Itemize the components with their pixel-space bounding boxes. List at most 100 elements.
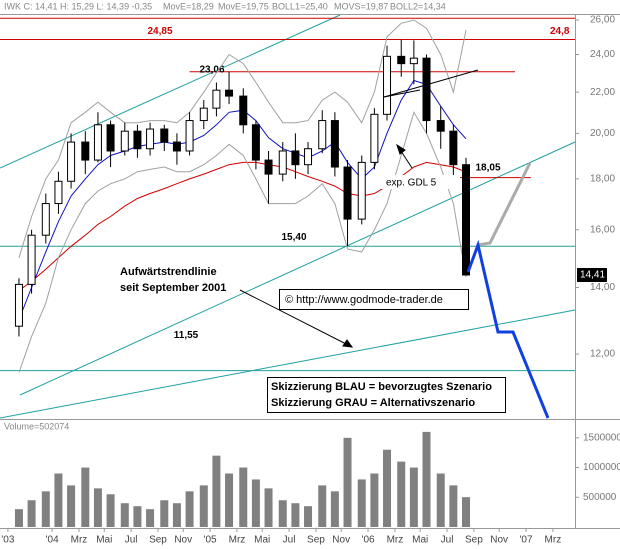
candle-body xyxy=(251,124,260,161)
last-price-box xyxy=(577,267,607,282)
bar xyxy=(436,473,445,527)
candle-body xyxy=(239,95,248,126)
candle-body xyxy=(27,234,36,285)
candle-body xyxy=(278,150,287,175)
bar xyxy=(330,491,339,527)
x-tick-label: Sep xyxy=(307,535,325,546)
candle-body xyxy=(133,130,142,150)
candle-body xyxy=(291,150,300,166)
x-tick-label: Mrz xyxy=(545,535,562,546)
bar xyxy=(449,485,458,527)
candle-body xyxy=(146,128,155,150)
bar xyxy=(146,509,155,527)
header-series: MovE=19,75 xyxy=(218,1,269,11)
copyright: © http://www.godmode-trader.de xyxy=(285,294,443,306)
candle-body xyxy=(212,89,221,109)
bar xyxy=(120,503,129,527)
indicator-line xyxy=(18,19,467,258)
candle-body xyxy=(54,180,63,205)
bar xyxy=(383,449,392,527)
main-scenario xyxy=(466,239,550,419)
annotation: exp. GDL 5 xyxy=(386,178,437,189)
header-note: MOVS=19,87 xyxy=(334,1,388,11)
candle-body xyxy=(225,89,234,97)
x-tick-label: Mai xyxy=(412,535,428,546)
y-tick-label: 16,00 xyxy=(590,224,615,235)
candle-body xyxy=(357,161,366,220)
copyright-box xyxy=(279,289,469,310)
candle-body xyxy=(67,141,76,182)
price-panel: 12,00 14,00 16,00 18,00 20,00 22,00 24,00 26,00… xyxy=(0,15,615,373)
candle-body xyxy=(370,113,379,163)
bar xyxy=(397,461,406,527)
x-tick-label: '05 xyxy=(204,535,217,546)
x-tick-label: Jul xyxy=(441,535,454,546)
y-tick-label: 12,00 xyxy=(590,349,615,360)
arrow-head xyxy=(342,339,354,348)
x-tick-label: Mai xyxy=(254,535,270,546)
candle-body xyxy=(185,120,194,152)
level-label: 23,06 xyxy=(199,64,224,75)
bar xyxy=(172,503,181,527)
x-tick-label: Sep xyxy=(465,535,483,546)
bar xyxy=(199,485,208,527)
candle-body xyxy=(383,55,392,115)
bar xyxy=(93,488,102,527)
candle-body xyxy=(41,203,50,236)
last-price-label: 14,41 xyxy=(580,270,605,281)
x-tick-label: Mrz xyxy=(71,535,88,546)
y-tick-label: 20,00 xyxy=(590,128,615,139)
x-tick-label: '06 xyxy=(362,535,375,546)
level-label: 24,8 xyxy=(550,26,570,37)
level-label: 18,05 xyxy=(475,162,500,173)
bar xyxy=(422,431,431,527)
volume-title: Volume=502074 xyxy=(4,421,69,431)
x-tick-label: Mrz xyxy=(387,535,404,546)
bar xyxy=(225,473,234,527)
annotation: Skizzierung GRAU = Alternativszenario xyxy=(271,397,475,409)
trend-lines xyxy=(0,14,576,419)
bar xyxy=(185,491,194,527)
annotation: seit September 2001 xyxy=(120,282,226,294)
level-label: 24,85 xyxy=(147,26,172,37)
bar xyxy=(160,500,169,527)
triangle-line xyxy=(383,69,479,98)
bar xyxy=(239,467,248,527)
candle-body xyxy=(330,120,339,168)
x-tick-label: Nov xyxy=(490,535,508,546)
trend-line xyxy=(0,309,576,419)
bar xyxy=(81,467,90,527)
candle-body xyxy=(409,57,418,65)
level-label: 15,40 xyxy=(281,232,306,243)
x-tick-label: Jul xyxy=(125,535,138,546)
y-tick-label: 14,00 xyxy=(590,282,615,293)
y-tick-label: 26,00 xyxy=(590,15,615,26)
candle-body xyxy=(449,130,458,166)
trend-line xyxy=(0,14,341,169)
y-tick-label: 22,00 xyxy=(590,87,615,98)
alt-scenario xyxy=(477,162,532,247)
bar xyxy=(41,491,50,527)
bar xyxy=(67,485,76,527)
y-tick-label: 18,00 xyxy=(590,174,615,185)
bar xyxy=(54,473,63,527)
bar xyxy=(27,500,36,527)
candle-body xyxy=(14,283,23,327)
y-tick-label: 1500000 xyxy=(583,432,620,443)
bar xyxy=(357,479,366,527)
candle-body xyxy=(304,148,313,166)
candle-body xyxy=(436,120,445,132)
x-tick-label: '03 xyxy=(1,535,14,546)
annotation: Aufwärtstrendlinie xyxy=(120,266,217,278)
triangle-line xyxy=(383,89,421,98)
bar xyxy=(264,488,273,527)
arrow xyxy=(239,289,353,348)
y-tick-label: 1000000 xyxy=(583,462,620,473)
annotation: Skizzierung BLAU = bevorzugtes Szenario xyxy=(271,381,492,393)
candle-body xyxy=(81,141,90,161)
bar xyxy=(462,497,471,527)
candle-body xyxy=(120,130,129,152)
candle-body xyxy=(199,107,208,122)
x-tick-label: '04 xyxy=(46,535,59,546)
